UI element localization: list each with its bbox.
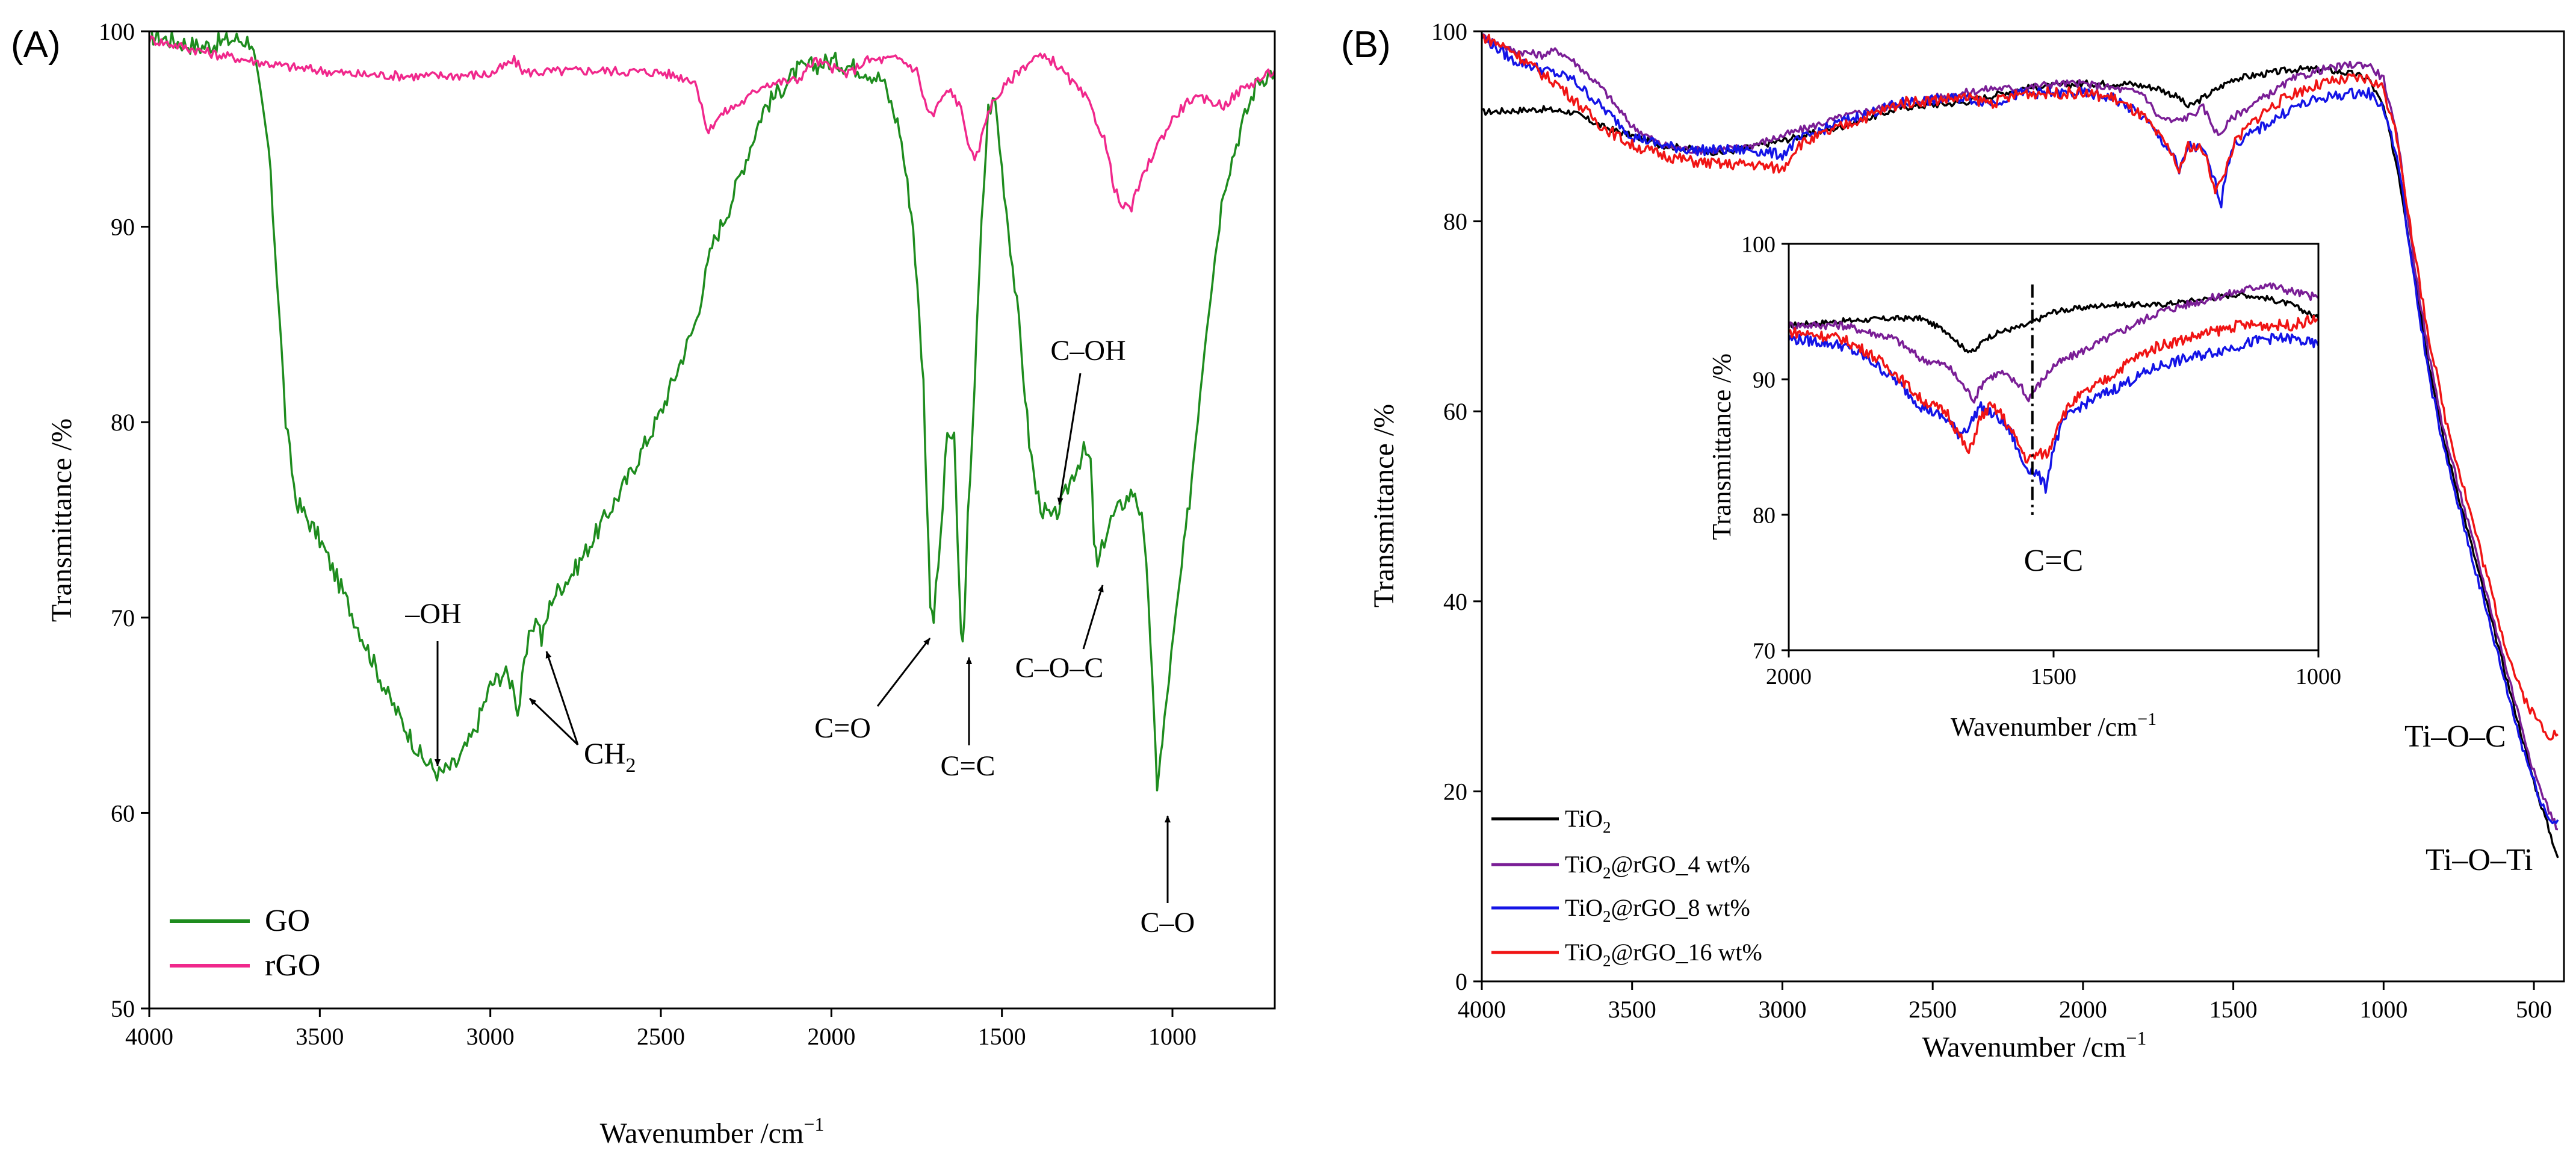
panel-b-x-tick-label-4000: 4000 [1458,996,1506,1023]
panel-b-y-ticks: 0 20 40 60 80 100 [1431,18,1482,995]
panel-b-x-axis-label: Wavenumber /cm−1 [1922,1027,2147,1063]
annotation-c-c-double: C=C [940,750,995,782]
panel-b-x-tick-label-500: 500 [2516,996,2552,1023]
annotation-oh: –OH [404,598,461,630]
inset-y-tick-label-70: 70 [1753,638,1776,663]
panel-a-x-tick-label-2500: 2500 [637,1023,685,1050]
panel-b-y-tick-label-100: 100 [1431,18,1467,45]
panel-a-x-tick-label-1000: 1000 [1148,1023,1197,1050]
panel-a-series [149,31,1275,792]
inset-series [1789,282,2318,494]
panel-b-series-tio2-rgo-4-wt [1482,33,2559,831]
panel-a-y-tick-label-80: 80 [111,409,135,436]
inset-x-tick-label-1000: 1000 [2296,664,2341,689]
inset-x-axis-label: Wavenumber /cm−1 [1951,709,2156,742]
inset-y-tick-label-100: 100 [1741,232,1776,257]
panel-b-x-tick-label-3000: 3000 [1758,996,1806,1023]
panel-a-x-axis-label: Wavenumber /cm−1 [600,1113,825,1149]
legend-label-rgo-8: TiO2@rGO_8 wt% [1565,894,1750,925]
panel-a-legend: GO rGO [170,904,320,983]
inset-x-tick-label-1500: 1500 [2031,664,2076,689]
inset-series-tio2-rgo-4-wt [1789,282,2318,404]
legend-label-rgo-16: TiO2@rGO_16 wt% [1565,939,1762,970]
panel-b: (B) 4000 3500 3000 2500 2000 1500 1000 500 0 20 4… [1341,18,2565,1063]
panel-a-series-go [150,31,1275,792]
annotation-ch2: CH2 [584,736,636,777]
panel-a-y-axis-label: Transmittance /% [46,418,78,622]
panel-b-series-tio2-rgo-16-wt [1482,34,2559,741]
panel-a-y-tick-label-70: 70 [111,604,135,632]
panel-b-label: (B) [1341,24,1391,66]
panel-a-x-tick-label-3500: 3500 [296,1023,344,1050]
inset-y-tick-label-80: 80 [1753,503,1776,528]
panel-b-x-tick-label-2000: 2000 [2059,996,2107,1023]
panel-a-series-rgo [149,35,1275,213]
panel-b-y-tick-label-80: 80 [1443,208,1467,235]
panel-a-x-tick-label-4000: 4000 [125,1023,173,1050]
panel-b-y-tick-label-40: 40 [1443,588,1467,615]
inset-y-tick-label-90: 90 [1753,367,1776,393]
annotation-c-oh: C–OH [1050,335,1125,367]
panel-b-x-ticks: 4000 3500 3000 2500 2000 1500 1000 500 [1458,981,2552,1023]
annotation-c-o: C–O [1141,907,1195,939]
legend-label-tio2: TiO2 [1565,805,1611,836]
inset-y-axis-label: Transmittance /% [1707,353,1736,540]
panel-a-y-tick-label-100: 100 [99,18,135,45]
panel-a-y-tick-label-90: 90 [111,214,135,241]
panel-a-x-ticks: 4000 3500 3000 2500 2000 1500 1000 [125,1008,1197,1050]
arrow-c-oh [1057,373,1082,505]
annotation-c-o-c: C–O–C [1015,652,1104,684]
inset-annotation-c-c: C=C [2024,544,2084,578]
annotation-ti-o-c: Ti–O–C [2404,719,2506,754]
panel-a-y-tick-label-50: 50 [111,995,135,1022]
inset-y-ticks: 70 80 90 100 [1741,232,1789,663]
panel-a: (A) 4000 3500 3000 2500 2000 1500 1000 50 60 70 8… [11,18,1276,1149]
panel-b-x-tick-label-2500: 2500 [1909,996,1957,1023]
panel-a-x-tick-label-3000: 3000 [466,1023,515,1050]
inset-x-ticks: 2000 1500 1000 [1766,650,2341,689]
panel-b-y-tick-label-60: 60 [1443,398,1467,425]
panel-b-inset: 2000 1500 1000 70 80 90 100 C=C Wavenumber /c… [1707,232,2341,742]
panel-b-y-tick-label-0: 0 [1455,968,1467,995]
panel-b-axes-frame [1481,30,2565,983]
panel-a-axes-frame [148,30,1276,1010]
panel-b-x-tick-label-3500: 3500 [1608,996,1656,1023]
inset-x-tick-label-2000: 2000 [1766,664,1812,689]
panel-b-x-tick-label-1500: 1500 [2209,996,2258,1023]
annotation-c-o-double: C=O [814,712,871,744]
panel-b-series [1482,33,2559,859]
panel-a-y-ticks: 50 60 70 80 90 100 [99,18,149,1022]
panel-a-y-tick-label-60: 60 [111,800,135,827]
panel-b-legend: TiO2 TiO2@rGO_4 wt% TiO2@rGO_8 wt% TiO2@… [1491,805,1762,970]
legend-label-rgo: rGO [265,948,320,983]
panel-a-annotations: –OH CH2 C=O C=C C–OH C–O–C C–O [404,335,1195,939]
arrow-ch2-2 [545,651,579,745]
panel-b-y-axis-label: Transmittance /% [1368,404,1400,607]
legend-label-go: GO [265,904,310,938]
panel-b-x-tick-label-1000: 1000 [2359,996,2407,1023]
panel-a-x-tick-label-1500: 1500 [978,1023,1026,1050]
arrow-ch2-1 [528,697,579,746]
arrow-c-o-double [876,638,931,707]
arrow-c-o-c [1082,585,1104,650]
panel-a-x-tick-label-2000: 2000 [807,1023,855,1050]
legend-label-rgo-4: TiO2@rGO_4 wt% [1565,851,1750,882]
panel-b-y-tick-label-20: 20 [1443,778,1467,805]
inset-series-tio2-rgo-16-wt [1789,314,2318,464]
annotation-ti-o-ti: Ti–O–Ti [2426,843,2533,877]
panel-a-label: (A) [11,24,61,66]
inset-series-tio2-rgo-8-wt [1789,332,2318,494]
